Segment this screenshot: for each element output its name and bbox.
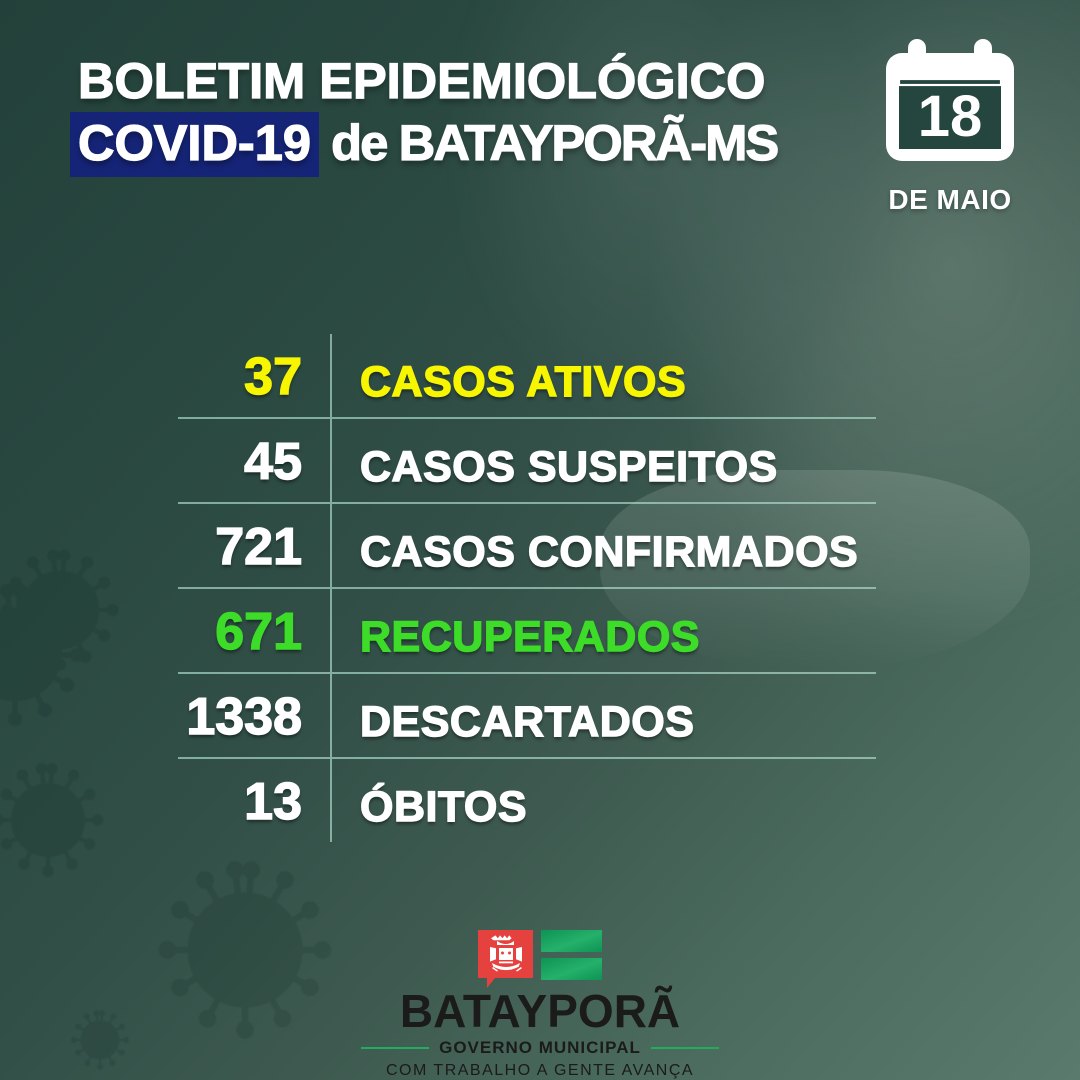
svg-text:18: 18: [918, 84, 983, 149]
